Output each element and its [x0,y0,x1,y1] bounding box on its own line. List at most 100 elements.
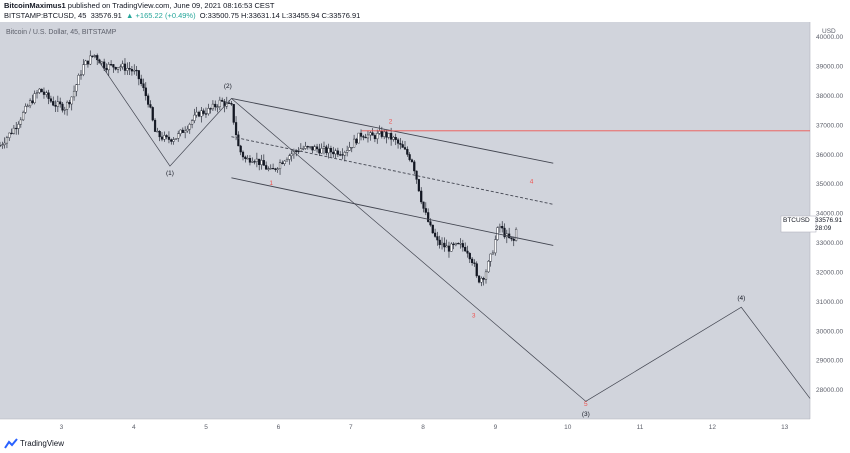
x-tick-label: 4 [132,424,136,431]
candle-body [137,70,140,80]
tradingview-brand[interactable]: TradingView [20,439,65,448]
candle-body [494,239,497,254]
candle-body [19,119,22,125]
x-tick-label: 3 [60,424,64,431]
candle-body [408,154,411,160]
candle-body [429,221,432,226]
candle-body [237,134,240,147]
candle-body [278,162,282,169]
price-chart[interactable]: Bitcoin / U.S. Dollar, 45, BITSTAMP 2800… [0,22,850,435]
candle-body [276,168,279,170]
candle-body [207,108,210,115]
time-axis[interactable]: 3 4 5 6 7 8 9 10 11 12 13 [0,418,810,431]
y-tick-label: 39000.00 [816,64,843,71]
candle-body [452,243,455,246]
candle-body [260,160,263,165]
candle-body [334,150,337,155]
candle-body [179,129,182,134]
candle-body [288,155,291,160]
candle-body [193,114,196,121]
candle-body [390,133,393,140]
symbol-info: BITSTAMP:BTCUSD, 45 33576.91 ▲ +165.22 (… [4,11,360,20]
candle-body [457,242,460,245]
candle-body [283,160,286,164]
candle-body [105,68,108,71]
candle-body [487,261,490,273]
candle-body [468,253,471,260]
candle-body [269,167,272,170]
candle-body [369,132,372,136]
candle-body [480,278,483,283]
candle-body [271,167,275,170]
candle-body [424,208,427,213]
trend-lines [93,54,811,402]
candle-body [265,165,268,170]
author-name[interactable]: BitcoinMaximus1 [4,1,66,10]
currency-label: USD [822,28,836,35]
candle-body [15,127,18,130]
wave-label: 2 [389,118,393,125]
x-tick-label: 5 [204,424,208,431]
candle-body [221,99,224,102]
candle-body [320,148,323,154]
candle-body [262,160,265,166]
x-tick-label: 13 [781,424,789,431]
candle-body [241,151,245,158]
candle-body [181,129,184,133]
candle-body [103,61,106,69]
candle-body [387,133,390,138]
plot-area[interactable] [0,22,810,419]
candle-body [341,154,344,156]
price-axis[interactable]: 28000.00 29000.00 30000.00 31000.00 32000.00… [809,22,843,419]
candle-body [440,242,444,246]
candle-body [327,148,330,154]
candle-body [376,133,379,140]
y-tick-label: 38000.00 [816,93,843,100]
current-price-label: 33576.91 [815,217,842,224]
candle-body [158,131,161,138]
candle-body [339,154,342,156]
candle-body [313,146,316,151]
candle-body [431,224,434,234]
candle-body [54,105,57,107]
candle-body [195,111,198,116]
candle-body [385,131,388,138]
candle-body [459,243,462,245]
channel-line [231,177,554,246]
candle-body [156,131,159,133]
candle-body [285,159,289,162]
candle-body [165,135,168,138]
candle-body [477,275,481,283]
candle-body [401,144,404,148]
tradingview-logo-icon[interactable] [4,438,18,450]
candle-body [149,104,152,108]
candle-body [399,143,402,145]
candle-body [89,55,92,65]
candle-body [0,145,2,147]
candle-body [163,135,166,140]
y-tick-label: 28000.00 [816,387,843,394]
wave-label: 1 [269,180,273,187]
candle-body [230,103,233,105]
candle-body [119,66,122,68]
candle-body [79,74,83,76]
candle-body [121,63,124,68]
wave-label: 4 [530,179,534,186]
wave-projection-line [93,54,811,402]
candle-body [1,144,4,146]
candle-body [311,146,314,151]
candle-body [306,146,309,148]
candle-body [378,130,381,134]
candle-body [91,55,94,57]
candle-body [234,122,238,136]
candle-body [281,162,284,164]
candle-body [332,151,335,155]
candle-body [394,137,397,140]
candle-body [329,148,333,153]
candle-body [410,159,414,163]
candle-body [22,112,25,121]
candle-body [475,263,478,277]
candle-body [445,245,448,248]
candle-body [214,103,217,108]
candle-body [123,63,127,71]
